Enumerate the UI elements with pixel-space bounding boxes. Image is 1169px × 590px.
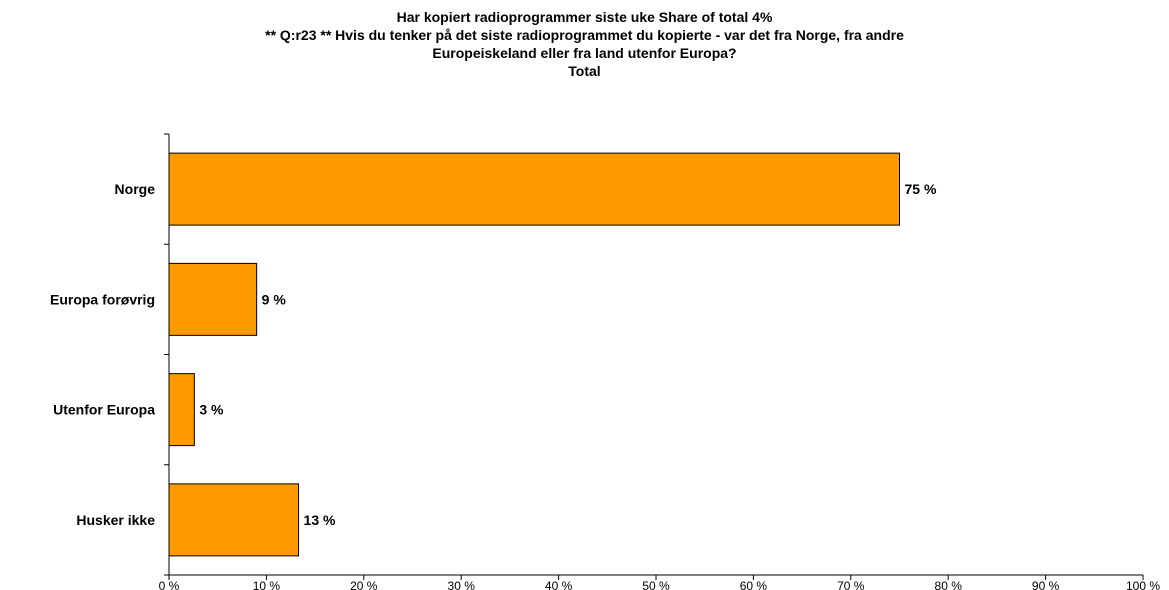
bar <box>168 152 900 226</box>
title-line-1: Har kopiert radioprogrammer siste uke Sh… <box>396 9 773 25</box>
data-label: 13 % <box>304 512 336 528</box>
category-label: Husker ikke <box>76 512 155 528</box>
x-tick-label: 10 % <box>253 579 281 590</box>
x-tick-label: 30 % <box>448 579 476 590</box>
x-tick-label: 20 % <box>350 579 378 590</box>
x-tick-label: 0 % <box>159 579 180 590</box>
data-label: 9 % <box>262 291 287 307</box>
data-label: 75 % <box>905 181 937 197</box>
title-line-3: Europeiskeland eller fra land utenfor Eu… <box>432 45 737 61</box>
x-tick-label: 40 % <box>545 579 573 590</box>
bar <box>168 483 300 557</box>
category-label: Europa forøvrig <box>50 291 155 307</box>
category-label: Norge <box>115 181 156 197</box>
bar <box>168 373 195 447</box>
x-tick-label: 80 % <box>935 579 963 590</box>
title-line-4: Total <box>568 63 601 79</box>
x-tick-label: 90 % <box>1032 579 1060 590</box>
bar <box>168 262 258 336</box>
x-tick-label: 50 % <box>642 579 670 590</box>
x-tick-label: 60 % <box>740 579 768 590</box>
category-label: Utenfor Europa <box>53 402 155 418</box>
chart-title: Har kopiert radioprogrammer siste uke Sh… <box>0 8 1169 80</box>
data-label: 3 % <box>199 402 224 418</box>
title-line-2: ** Q:r23 ** Hvis du tenker på det siste … <box>265 27 904 43</box>
x-tick-label: 100 % <box>1126 579 1160 590</box>
x-tick-label: 70 % <box>837 579 865 590</box>
